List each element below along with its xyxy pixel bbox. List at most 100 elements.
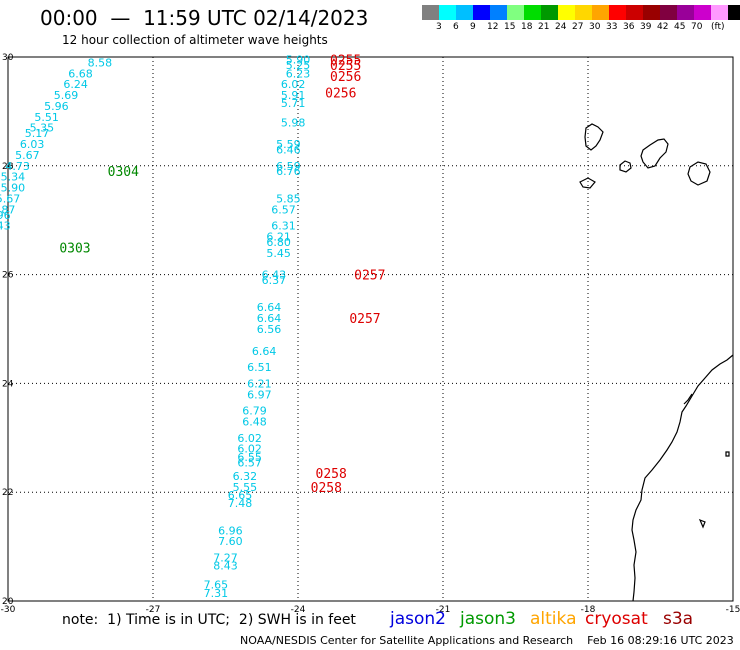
wave-height-value: 5.98 (281, 116, 306, 129)
scale-swatch (524, 5, 541, 20)
wave-height-value: 6.31 (271, 220, 296, 233)
wave-height-value: 6.48 (242, 415, 267, 428)
scale-swatch (456, 5, 473, 20)
pass-time-label: 0258 (311, 481, 342, 496)
map-subtitle: 12 hour collection of altimeter wave hei… (62, 33, 328, 47)
scale-label: 18 (521, 22, 533, 32)
wave-height-value: 6.65 (228, 489, 253, 502)
scale-label: 27 (572, 22, 584, 32)
wave-height-value: 5.59 (276, 138, 301, 151)
wave-height-value: 6.02 (237, 432, 262, 445)
scale-swatch (575, 5, 592, 20)
wave-height-value: 6.46 (276, 143, 301, 156)
wave-height-value: 4.73 (5, 160, 30, 173)
canary-island-la-gomera (619, 160, 632, 173)
wave-height-value: 5.17 (25, 127, 50, 140)
legend-jason2: jason2 (390, 609, 446, 629)
scale-swatch (422, 5, 439, 20)
scale-label: 39 (640, 22, 652, 32)
map-frame (7, 56, 734, 602)
wave-height-value: 7.65 (204, 579, 229, 592)
scale-swatch (609, 5, 626, 20)
pass-time-label: 0255 (330, 59, 361, 74)
pass-time-label: 0258 (316, 467, 347, 482)
wave-height-value: 5.71 (281, 97, 306, 110)
wave-height-value: 6.24 (63, 78, 88, 91)
wave-height-value: 6.32 (233, 470, 258, 483)
map-title: 00:00 — 11:59 UTC 02/14/2023 (40, 6, 369, 30)
wave-height-value: 6.43 (262, 269, 287, 282)
canary-island-la-palma (584, 123, 604, 151)
wave-height-value: 6.51 (247, 361, 272, 374)
scale-swatch (592, 5, 609, 20)
pass-time-label: 0257 (354, 269, 385, 284)
wave-height-value: 6.97 (247, 388, 272, 401)
wave-height-value: 6.76 (276, 165, 301, 178)
wave-height-value: 6.64 (257, 312, 282, 325)
legend-jason3: jason3 (460, 609, 516, 629)
y-tick-label: 22 (2, 488, 13, 498)
x-tick-label: -18 (581, 605, 596, 615)
scale-swatch (507, 5, 524, 20)
wave-height-value: 5.61 (0, 231, 1, 244)
scale-label: 21 (538, 22, 550, 32)
footnote: note: 1) Time is in UTC; 2) SWH is in fe… (62, 612, 356, 628)
wave-height-value: 6.64 (252, 345, 277, 358)
scale-label: 36 (623, 22, 635, 32)
legend-cryosat: cryosat (585, 609, 648, 629)
pass-time-label: 0257 (349, 312, 380, 327)
african-coast (631, 354, 734, 602)
wave-height-value: 6.55 (237, 451, 262, 464)
credit-line: NOAA/NESDIS Center for Satellite Applica… (240, 634, 734, 647)
scale-label: 24 (555, 22, 567, 32)
wave-height-value: 6.68 (68, 67, 93, 80)
wave-height-value: 7.48 (228, 497, 253, 510)
y-tick-label: 24 (2, 379, 14, 389)
y-tick-label: 20 (2, 597, 14, 607)
wave-height-value: 8.58 (88, 56, 113, 69)
wave-height-value: 5.87 (0, 203, 15, 216)
x-tick-label: -27 (146, 605, 161, 615)
scale-swatch (643, 5, 660, 20)
canary-island-gran-canaria (687, 161, 711, 186)
wave-height-value: 5.90 (286, 54, 311, 67)
wave-height-value: 8.43 (213, 560, 238, 573)
legend-s3a: s3a (663, 609, 694, 629)
wave-height-value: 5.35 (30, 122, 55, 135)
scale-swatch (694, 5, 711, 20)
x-tick-label: -30 (1, 605, 16, 615)
scale-label: 70 (691, 22, 703, 32)
scale-swatch (541, 5, 558, 20)
scale-label: 3 (436, 22, 442, 32)
wave-height-value: 5.90 (1, 182, 26, 195)
x-tick-label: -21 (436, 605, 451, 615)
wave-height-value: 5.45 (266, 247, 291, 260)
coast-inlet (683, 393, 693, 405)
wave-height-value: 6.79 (242, 405, 267, 418)
canary-island-el-hierro (579, 177, 596, 189)
scale-label: (ft) (711, 22, 725, 32)
wave-height-value: 6.57 (271, 203, 296, 216)
scale-swatch (558, 5, 575, 20)
wave-height-value: 7.31 (204, 587, 229, 600)
y-tick-label: 28 (2, 162, 14, 172)
wave-height-value: 6.02 (281, 78, 306, 91)
scale-swatch (473, 5, 490, 20)
wave-height-value: 6.23 (286, 67, 311, 80)
scale-label: 15 (504, 22, 516, 32)
scale-swatch (439, 5, 456, 20)
pass-time-label: 0256 (330, 70, 361, 85)
scale-label: 6 (453, 22, 459, 32)
wave-height-value: 5.96 (44, 100, 69, 113)
scale-swatch (660, 5, 677, 20)
wave-height-value: 7.60 (218, 535, 243, 548)
wave-height-value: 6.96 (218, 524, 243, 537)
wave-height-value: 6.37 (262, 274, 287, 287)
wave-height-value: 7.27 (213, 551, 238, 564)
wave-height-value: 5.96 (0, 209, 11, 222)
color-scale (422, 5, 740, 20)
wave-height-value: 5.67 (0, 192, 20, 205)
wave-height-value: 6.21 (266, 231, 291, 244)
coastlines (579, 123, 734, 602)
